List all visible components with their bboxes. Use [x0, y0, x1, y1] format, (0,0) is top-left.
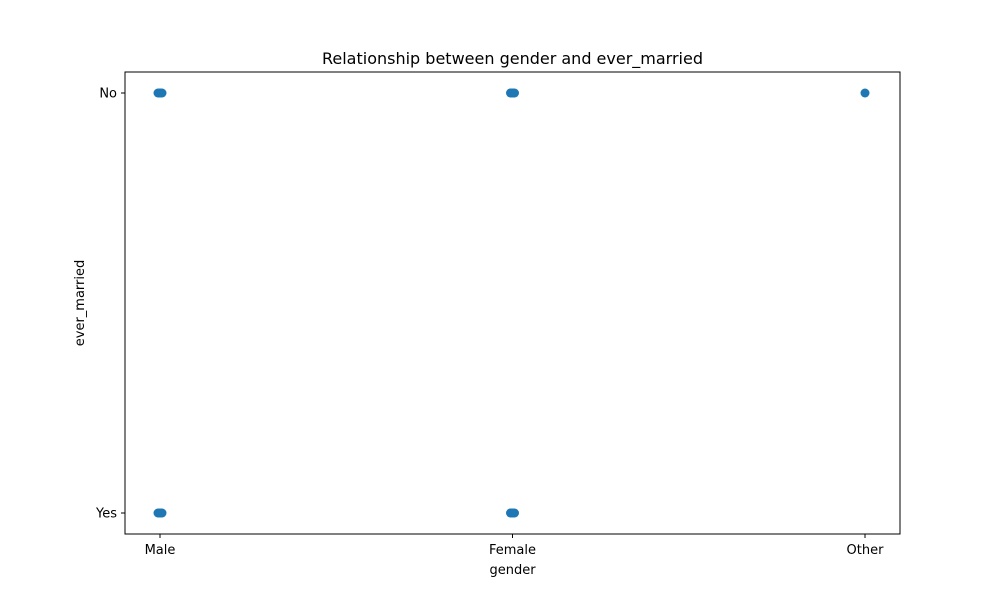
chart-title: Relationship between gender and ever_mar…	[322, 49, 703, 69]
y-axis-ticks: Yes No	[95, 87, 125, 522]
x-axis-label: gender	[489, 563, 536, 578]
data-points	[153, 88, 870, 518]
scatter-point	[510, 88, 519, 98]
scatter-point	[860, 88, 870, 98]
scatter-point	[157, 508, 167, 518]
x-tick-label: Female	[489, 543, 536, 558]
scatter-point	[510, 508, 519, 518]
x-tick-label: Male	[145, 543, 176, 558]
scatter-point	[157, 88, 167, 98]
x-axis-ticks: Male Female Other	[145, 534, 885, 558]
y-tick-label: Yes	[95, 507, 117, 522]
y-tick-label: No	[99, 87, 117, 102]
y-axis-label: ever_married	[73, 260, 88, 347]
plot-area	[124, 71, 901, 535]
x-tick-label: Other	[847, 543, 885, 558]
